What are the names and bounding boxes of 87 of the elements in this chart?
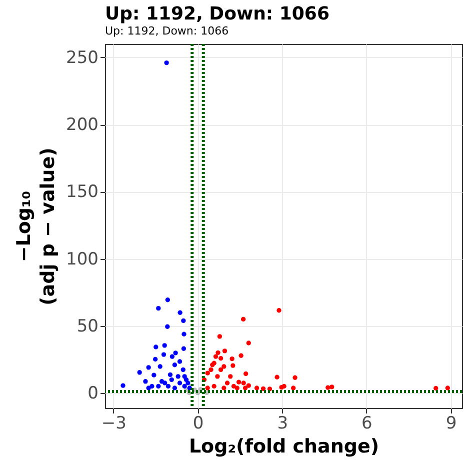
point — [218, 356, 224, 361]
point — [241, 380, 246, 386]
point — [159, 379, 164, 384]
point — [224, 380, 230, 386]
point — [182, 384, 187, 389]
y-tick-label: 50 — [76, 316, 98, 337]
point — [246, 383, 251, 388]
point — [161, 352, 166, 357]
x-tick-label: 6 — [362, 414, 372, 434]
point — [243, 371, 248, 376]
point — [217, 334, 222, 339]
point — [222, 348, 228, 354]
point — [168, 372, 173, 378]
point — [181, 346, 186, 351]
point — [330, 384, 334, 390]
point — [158, 364, 162, 369]
point — [208, 367, 214, 372]
point — [156, 306, 161, 311]
point — [162, 343, 167, 348]
point — [176, 374, 180, 379]
point — [184, 377, 189, 382]
point — [172, 386, 178, 390]
point — [222, 364, 226, 369]
point — [164, 60, 169, 66]
point — [276, 308, 282, 313]
point — [260, 386, 266, 391]
point — [234, 386, 240, 390]
y-tick-label: 200 — [66, 115, 98, 136]
point — [445, 386, 450, 390]
x-tick-label: 0 — [192, 414, 204, 434]
point — [181, 318, 186, 324]
point — [274, 374, 280, 380]
point — [228, 374, 233, 379]
point — [215, 374, 220, 379]
point — [205, 386, 210, 390]
y-axis-title: −Log₁₀ (adj p − value) — [13, 148, 60, 306]
point — [230, 356, 234, 362]
point — [230, 363, 236, 368]
point — [146, 386, 151, 390]
point — [292, 375, 298, 380]
point — [177, 359, 182, 364]
point — [172, 362, 178, 368]
point — [120, 383, 126, 388]
chart-title: Up: 1192, Down: 1066 — [105, 4, 330, 24]
point — [165, 324, 170, 329]
point — [170, 354, 175, 359]
point — [152, 372, 156, 378]
point — [205, 370, 210, 376]
y-tick-label: 150 — [66, 182, 98, 202]
point — [434, 386, 438, 391]
point — [231, 384, 236, 389]
point — [218, 367, 224, 372]
x-tick-label: 3 — [277, 414, 288, 434]
point — [212, 384, 216, 389]
point — [216, 350, 220, 355]
point — [282, 384, 286, 389]
point — [290, 386, 296, 390]
point — [182, 332, 186, 336]
point — [254, 386, 260, 390]
point — [146, 365, 151, 370]
point — [213, 354, 218, 359]
point — [222, 386, 226, 390]
point — [238, 353, 244, 358]
y-tick-label: 100 — [66, 249, 98, 270]
point — [143, 379, 148, 384]
point — [166, 384, 171, 389]
x-tick-label: 9 — [446, 414, 457, 434]
y-tick-label: 250 — [66, 48, 98, 68]
point — [246, 340, 251, 346]
point — [236, 380, 242, 384]
x-axis-title: Log₂(fold change) — [188, 436, 380, 458]
point — [156, 384, 161, 389]
point — [154, 344, 158, 350]
chart-subtitle: Up: 1192, Down: 1066 — [105, 24, 229, 38]
point — [326, 385, 330, 390]
y-tick-label: 0 — [88, 384, 98, 404]
point — [137, 370, 142, 375]
point — [240, 316, 246, 322]
point — [242, 386, 248, 390]
point — [152, 356, 158, 362]
point — [178, 310, 182, 315]
point — [180, 367, 186, 372]
point — [177, 380, 182, 386]
point — [173, 350, 178, 356]
point — [169, 377, 174, 382]
point — [165, 298, 170, 302]
x-tick-label: −3 — [101, 414, 126, 434]
